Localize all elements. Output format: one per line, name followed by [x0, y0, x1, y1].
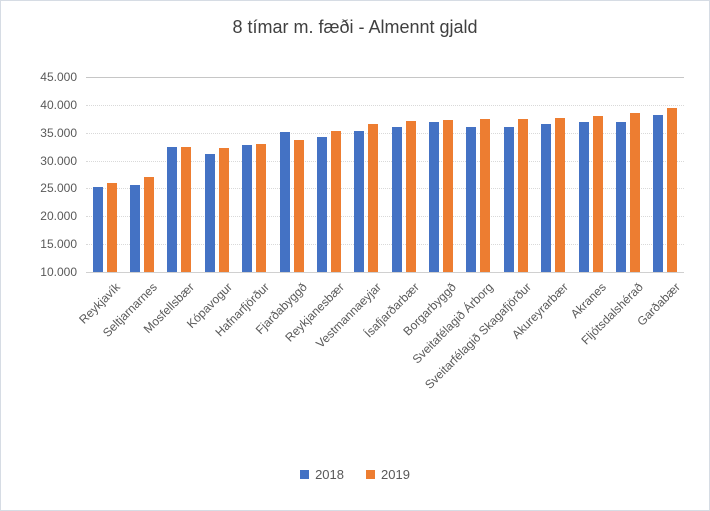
bar-2019-5[interactable] — [256, 144, 267, 272]
legend-entry-2019[interactable]: 2019 — [366, 467, 410, 482]
bar-2018-3[interactable] — [167, 147, 178, 272]
gridline — [86, 77, 684, 78]
y-axis-tick-label: 10.000 — [40, 265, 77, 279]
bar-2018-16[interactable] — [653, 114, 664, 272]
x-axis-category-label: Akranes — [567, 280, 609, 322]
bar-2018-12[interactable] — [503, 126, 514, 272]
bar-2018-4[interactable] — [204, 153, 215, 272]
bar-2019-16[interactable] — [667, 108, 678, 272]
y-axis-tick-label: 40.000 — [40, 97, 77, 112]
y-axis-tick-label: 30.000 — [40, 153, 77, 168]
legend: 2018 2019 — [1, 467, 709, 482]
y-axis-tick-label: 35.000 — [40, 125, 77, 140]
gridline — [86, 188, 684, 190]
legend-swatch-icon — [300, 470, 310, 479]
bar-2019-8[interactable] — [368, 124, 379, 272]
bar-2018-7[interactable] — [316, 136, 327, 272]
bar-2019-1[interactable] — [106, 183, 117, 272]
bar-2018-15[interactable] — [615, 122, 626, 272]
bar-2019-11[interactable] — [480, 119, 491, 272]
bar-2018-13[interactable] — [541, 124, 552, 272]
bar-2019-13[interactable] — [555, 117, 566, 272]
bar-2018-8[interactable] — [354, 130, 365, 272]
y-axis-tick-label: 25.000 — [40, 181, 77, 196]
legend-label: 2018 — [315, 467, 344, 482]
bar-2019-2[interactable] — [144, 176, 155, 272]
y-axis-tick-label: 20.000 — [40, 209, 77, 224]
bar-2018-6[interactable] — [279, 132, 290, 272]
gridline — [86, 244, 684, 246]
legend-swatch-icon — [366, 470, 375, 479]
bar-2018-14[interactable] — [578, 122, 589, 272]
plot-area — [86, 77, 684, 273]
bar-2018-2[interactable] — [130, 185, 141, 272]
y-axis-tick-label: 15.000 — [40, 237, 77, 252]
chart-title: 8 tímar m. fæði - Almennt gjald — [232, 17, 478, 37]
bar-2018-9[interactable] — [391, 127, 402, 272]
bar-2018-11[interactable] — [466, 127, 477, 272]
gridline — [86, 160, 684, 162]
bar-2019-3[interactable] — [181, 147, 192, 272]
bar-2019-4[interactable] — [218, 147, 229, 272]
gridline — [86, 104, 684, 106]
bar-2019-9[interactable] — [405, 121, 416, 272]
bar-2018-1[interactable] — [92, 187, 103, 272]
bar-2019-14[interactable] — [592, 116, 603, 272]
bar-2019-6[interactable] — [293, 139, 304, 272]
bar-2019-10[interactable] — [443, 120, 454, 272]
y-axis-tick-label: 45.000 — [40, 70, 77, 84]
x-axis-category-label: Fljótsdalshérað — [578, 280, 646, 348]
gridline — [86, 216, 684, 218]
legend-label: 2019 — [381, 467, 410, 482]
bar-2019-15[interactable] — [629, 113, 640, 272]
gridline — [86, 132, 684, 134]
x-axis-category-label: Garðabær — [634, 280, 684, 329]
bar-2018-5[interactable] — [242, 144, 253, 272]
gridline — [86, 272, 684, 273]
bar-2019-7[interactable] — [330, 130, 341, 272]
bar-2018-10[interactable] — [429, 122, 440, 272]
legend-entry-2018[interactable]: 2018 — [300, 467, 344, 482]
bar-2019-12[interactable] — [517, 119, 528, 272]
